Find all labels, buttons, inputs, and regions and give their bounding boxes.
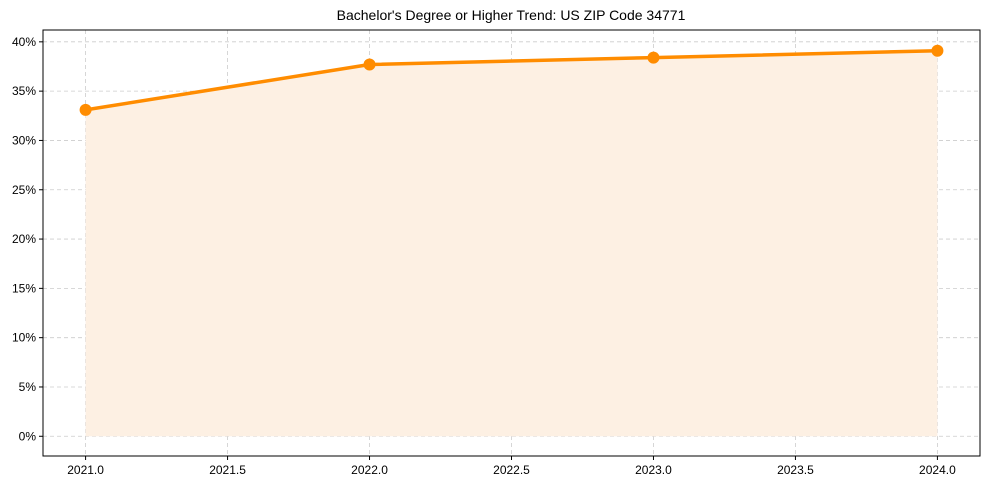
x-tick-label: 2022.0 [351,463,388,477]
x-tick-label: 2023.5 [777,463,814,477]
x-tick-label: 2021.0 [67,463,104,477]
data-markers [79,44,944,116]
y-tick-label: 5% [19,380,37,394]
data-point [931,44,944,57]
x-tick-label: 2024.0 [919,463,956,477]
y-tick-label: 15% [12,281,36,295]
data-point [647,51,660,64]
area-fill [85,50,938,437]
data-point [79,103,92,116]
y-tick-label: 25% [12,183,36,197]
y-tick-label: 20% [12,232,36,246]
y-tick-label: 35% [12,84,36,98]
x-tick-label: 2021.5 [209,463,246,477]
chart-title: Bachelor's Degree or Higher Trend: US ZI… [337,7,686,23]
y-tick-label: 30% [12,133,36,147]
y-axis: 0% 5% 10% 15% 20% 25% 30% 35% 40% [12,35,43,443]
data-line [85,48,938,112]
y-tick-label: 10% [12,331,36,345]
x-tick-label: 2022.5 [493,463,530,477]
x-tick-label: 2023.0 [635,463,672,477]
y-tick-label: 40% [12,35,36,49]
y-tick-label: 0% [19,429,37,443]
data-point [363,58,376,71]
x-axis: 2021.0 2021.5 2022.0 2022.5 2023.0 2023.5 2024… [67,456,956,477]
